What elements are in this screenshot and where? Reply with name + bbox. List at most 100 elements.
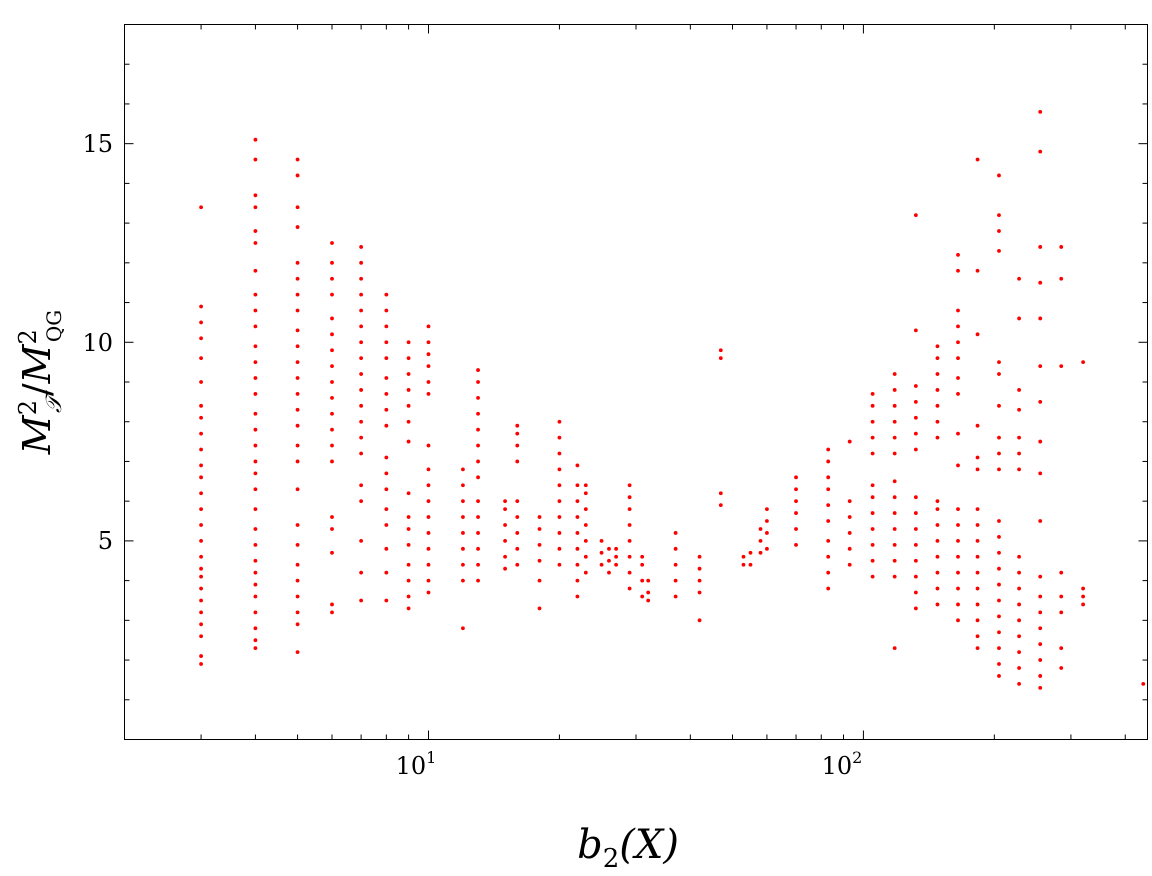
data-point — [253, 570, 258, 575]
data-point — [913, 574, 918, 579]
data-point — [765, 546, 769, 551]
data-point — [199, 320, 203, 325]
data-point — [627, 570, 632, 575]
data-point — [575, 531, 580, 535]
data-point — [892, 646, 897, 651]
data-point — [557, 467, 562, 472]
data-point — [476, 475, 480, 480]
data-point — [826, 538, 831, 543]
data-point — [406, 439, 411, 444]
data-point — [330, 443, 334, 448]
data-point — [557, 451, 562, 456]
data-point — [870, 495, 875, 500]
data-point — [330, 364, 334, 369]
data-point — [892, 558, 897, 563]
data-point — [697, 618, 702, 623]
data-point — [975, 538, 980, 543]
data-point — [384, 392, 389, 396]
data-point — [1038, 280, 1043, 285]
data-point — [1038, 364, 1043, 369]
data-point — [913, 527, 918, 531]
data-point — [199, 304, 203, 309]
data-point — [384, 324, 389, 329]
data-point — [476, 395, 480, 400]
data-point — [359, 451, 364, 456]
data-point — [426, 467, 431, 472]
data-point — [935, 419, 940, 424]
data-point — [359, 483, 364, 488]
data-point — [1038, 574, 1043, 579]
data-point — [748, 562, 753, 567]
data-point — [975, 507, 980, 512]
data-point — [253, 157, 258, 162]
data-point — [627, 554, 632, 559]
data-point — [537, 558, 542, 563]
data-point — [515, 459, 520, 464]
data-point — [330, 316, 334, 321]
data-point — [583, 523, 588, 527]
data-point — [870, 451, 875, 456]
data-point — [640, 594, 645, 599]
data-point — [583, 483, 588, 488]
data-point — [503, 499, 507, 504]
data-point — [253, 376, 258, 380]
data-point — [476, 546, 480, 551]
data-point — [758, 527, 763, 531]
data-point — [384, 292, 389, 297]
data-point — [476, 380, 480, 384]
data-point — [537, 578, 542, 583]
data-point — [426, 364, 431, 369]
data-point — [997, 467, 1001, 472]
data-point — [461, 483, 465, 488]
data-point — [599, 562, 604, 567]
data-point — [295, 225, 300, 229]
data-point — [583, 570, 588, 575]
data-point — [295, 443, 300, 448]
data-point — [295, 423, 300, 428]
data-point — [1038, 399, 1043, 404]
data-point — [997, 598, 1001, 603]
data-point — [956, 308, 960, 313]
data-point — [406, 491, 411, 496]
data-point — [826, 475, 831, 480]
data-point — [913, 511, 918, 515]
data-point — [748, 550, 753, 555]
data-point — [1081, 586, 1086, 591]
data-point — [503, 538, 507, 543]
data-point — [476, 515, 480, 519]
data-point — [253, 137, 258, 142]
data-point — [406, 606, 411, 611]
data-point — [997, 435, 1001, 440]
data-point — [1081, 360, 1086, 365]
data-point — [892, 388, 897, 392]
data-point — [406, 388, 411, 392]
data-point — [295, 260, 300, 265]
data-point — [794, 475, 798, 480]
data-point — [935, 372, 940, 376]
data-point — [583, 538, 588, 543]
data-point — [384, 455, 389, 460]
data-point — [253, 594, 258, 599]
data-point — [384, 376, 389, 380]
data-point — [1038, 471, 1043, 476]
data-point — [359, 598, 364, 603]
data-point — [537, 515, 542, 519]
data-point — [1038, 626, 1043, 631]
data-point — [199, 205, 203, 210]
data-point — [1017, 586, 1021, 591]
data-point — [253, 292, 258, 297]
data-point — [426, 380, 431, 384]
data-point — [253, 241, 258, 245]
data-point — [575, 578, 580, 583]
data-point — [870, 419, 875, 424]
data-point — [476, 562, 480, 567]
data-point — [913, 495, 918, 500]
data-point — [426, 499, 431, 504]
data-point — [557, 499, 562, 504]
data-point — [627, 483, 632, 488]
data-point — [765, 507, 769, 512]
data-point — [1017, 650, 1021, 655]
data-point — [913, 328, 918, 333]
data-point — [1038, 674, 1043, 678]
data-point — [515, 499, 520, 504]
